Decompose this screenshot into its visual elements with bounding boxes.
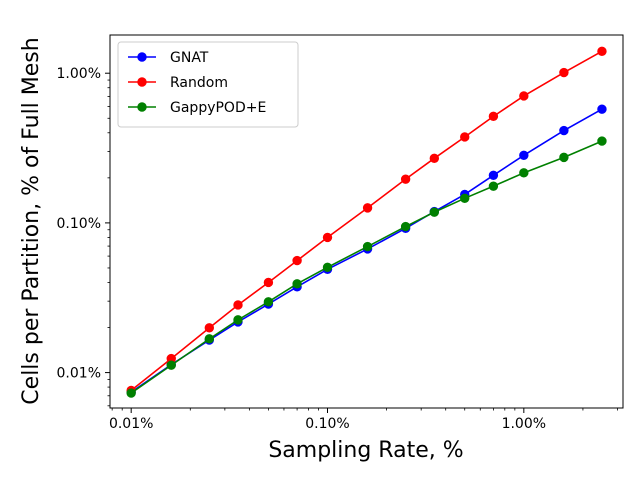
data-point-1-10 bbox=[460, 132, 470, 142]
x-tick-label-1: 0.10% bbox=[305, 416, 349, 432]
y-tick-label-1: 0.10% bbox=[57, 216, 101, 232]
data-point-0-12 bbox=[519, 150, 529, 160]
data-point-1-9 bbox=[429, 153, 440, 164]
data-point-1-2 bbox=[204, 323, 215, 333]
legend-box bbox=[117, 41, 299, 128]
x-axis-label: Sampling Rate, % bbox=[268, 438, 463, 463]
x-tick-label-0: 0.01% bbox=[109, 416, 153, 432]
data-point-1-12 bbox=[519, 91, 529, 101]
legend-label-2: GappyPOD+E bbox=[170, 100, 266, 116]
data-point-1-14 bbox=[597, 46, 607, 57]
data-point-0-11 bbox=[488, 170, 499, 180]
legend-marker-1 bbox=[137, 77, 147, 87]
data-point-1-7 bbox=[362, 203, 373, 213]
data-point-1-11 bbox=[488, 111, 499, 122]
data-point-2-14 bbox=[597, 136, 607, 146]
data-point-2-0 bbox=[126, 388, 136, 398]
data-point-2-5 bbox=[292, 279, 302, 289]
legend-marker-2 bbox=[137, 102, 147, 112]
axes: 0.01% 0.10% 1.00% 0.01% 0.10% 1.00% bbox=[57, 66, 618, 432]
data-point-1-8 bbox=[400, 174, 411, 184]
data-point-2-3 bbox=[233, 315, 243, 325]
data-point-2-8 bbox=[400, 221, 411, 232]
data-point-2-12 bbox=[519, 168, 529, 178]
data-point-2-7 bbox=[362, 241, 373, 252]
legend-label-1: Random bbox=[170, 75, 228, 91]
data-point-2-1 bbox=[166, 360, 176, 370]
data-point-1-3 bbox=[233, 300, 243, 310]
data-point-2-11 bbox=[488, 181, 499, 191]
legend-label-0: GNAT bbox=[170, 50, 209, 66]
x-tick-label-2: 1.00% bbox=[502, 416, 546, 432]
plot-frame bbox=[109, 34, 624, 409]
data-point-1-6 bbox=[322, 232, 333, 243]
data-point-2-9 bbox=[429, 207, 440, 217]
data-point-0-14 bbox=[597, 104, 607, 114]
data-point-2-10 bbox=[460, 193, 470, 204]
data-point-0-13 bbox=[559, 125, 569, 136]
legend-marker-0 bbox=[137, 52, 147, 62]
y-axis-label: Cells per Partition, % of Full Mesh bbox=[19, 37, 44, 404]
data-point-2-2 bbox=[204, 334, 215, 344]
data-point-2-4 bbox=[263, 297, 274, 307]
plot-area bbox=[126, 46, 607, 398]
data-point-2-6 bbox=[322, 262, 333, 273]
data-point-1-5 bbox=[292, 255, 302, 266]
data-point-1-4 bbox=[263, 277, 274, 288]
data-point-1-13 bbox=[559, 67, 569, 78]
y-tick-label-2: 1.00% bbox=[57, 66, 101, 82]
y-tick-label-0: 0.01% bbox=[57, 366, 101, 382]
legend: GNAT Random GappyPOD+E bbox=[117, 41, 299, 128]
data-point-2-13 bbox=[559, 152, 569, 163]
series-line-2 bbox=[130, 140, 603, 394]
